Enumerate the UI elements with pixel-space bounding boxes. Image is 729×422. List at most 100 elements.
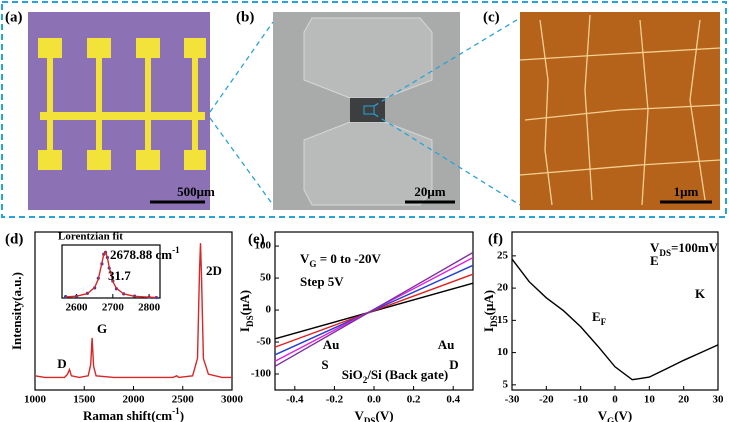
inset-title: Lorentzian fit	[58, 231, 123, 243]
annotation: 2678.88 cm-1	[110, 245, 180, 262]
text-part: DS	[245, 315, 255, 327]
x-tick-label: -0.2	[326, 394, 344, 406]
text-part: G	[607, 416, 614, 422]
x-tick-label: -20	[539, 394, 554, 406]
x-tick-label: 2800	[138, 302, 161, 314]
wrinkles	[519, 14, 721, 206]
x-tick-label: 2700	[102, 302, 125, 314]
zoom-frame	[1, 1, 727, 218]
y-tick-label: 15	[497, 314, 509, 326]
y-tick-label: 25	[497, 249, 509, 261]
y-tick-label: 100	[255, 240, 272, 252]
x-tick-label: -0.4	[286, 394, 304, 406]
x-tick-label: -30	[505, 394, 520, 406]
x-axis-label: VG(V)	[598, 408, 633, 422]
pad	[303, 17, 433, 99]
annotation: Au	[438, 337, 455, 352]
text-part: V	[300, 251, 310, 266]
x-axis-label: VDS(V)	[354, 408, 393, 422]
text-part: -1	[172, 245, 180, 255]
y-tick-label: -100	[251, 368, 272, 380]
annotation: Step 5V	[300, 274, 344, 289]
panel-label: (d)	[5, 231, 23, 247]
x-axis-label: Raman shift(cm-1)	[83, 406, 184, 422]
y-tick-label: 50	[260, 272, 272, 284]
x-tick-label: 0	[612, 394, 618, 406]
annotation: D	[57, 356, 66, 371]
x-tick-label: 0.2	[407, 394, 421, 406]
text-part: (V)	[614, 408, 632, 422]
text-part: DS	[659, 248, 671, 258]
text-part: I	[481, 327, 496, 332]
data-line	[34, 243, 232, 379]
x-tick-label: 20	[678, 394, 690, 406]
annotation: VG = 0 to -20V	[300, 251, 382, 269]
annotation: G	[97, 321, 107, 336]
text-part: )	[180, 408, 184, 422]
scale-label: 1μm	[674, 184, 699, 199]
text-part: F	[601, 317, 607, 327]
text-part: V	[650, 240, 660, 255]
zoom-lines	[209, 17, 521, 206]
data-line	[65, 250, 157, 299]
panel-label: (b)	[236, 9, 254, 25]
text-part: DS	[364, 416, 376, 422]
plot-frame	[511, 231, 719, 391]
scale-label: 500μm	[177, 184, 215, 199]
annotation: S	[321, 357, 328, 372]
x-tick-label: 2500	[172, 394, 195, 406]
text-part: E	[592, 309, 601, 324]
y-tick-label: 20	[497, 282, 509, 294]
pad	[303, 121, 433, 206]
annotation: EF	[592, 309, 607, 327]
panel-label: (f)	[488, 231, 503, 247]
text-part: V	[598, 408, 608, 422]
afm-image	[520, 12, 720, 210]
annotation: SiO2/Si (Back gate)	[342, 367, 448, 385]
y-tick-label: 5	[503, 378, 509, 390]
annotation: D	[449, 357, 458, 372]
text-part: I	[237, 327, 252, 332]
x-tick-label: 1000	[24, 394, 47, 406]
x-tick-label: 0.0	[367, 394, 381, 406]
annotation: VDS=100mV	[650, 240, 719, 258]
x-tick-label: 2600	[66, 302, 89, 314]
text-part: (μA)	[237, 290, 252, 315]
data-line	[511, 258, 719, 381]
text-part: (μA)	[481, 290, 496, 315]
y-axis-label: IDS(μA)	[237, 290, 255, 332]
y-tick-label: 10	[497, 346, 509, 358]
text-part: -1	[172, 406, 180, 416]
channel	[350, 98, 385, 122]
zoom-box	[363, 105, 375, 115]
annotation: 31.7	[108, 268, 131, 283]
x-tick-label: 0.4	[446, 394, 460, 406]
text-part: SiO	[342, 367, 363, 382]
data-line	[274, 251, 474, 367]
text-part: /Si (Back gate)	[366, 367, 448, 382]
annotation: E	[650, 253, 659, 268]
panel-label: (a)	[5, 9, 23, 25]
x-tick-label: 30	[713, 394, 725, 406]
y-tick-label: -50	[256, 336, 271, 348]
annotation: K	[695, 286, 706, 301]
x-tick-label: 2000	[123, 394, 146, 406]
text-part: =100mV	[671, 240, 719, 255]
text-part: 2678.88 cm	[110, 247, 172, 262]
text-part: = 0 to -20V	[316, 251, 381, 266]
text-part: V	[354, 408, 364, 422]
x-tick-label: 3000	[221, 394, 244, 406]
y-tick-label: 0	[266, 304, 272, 316]
panel-label: (e)	[248, 231, 265, 247]
text-part: DS	[489, 315, 499, 327]
text-part: (V)	[375, 408, 393, 422]
scale-label: 20μm	[414, 184, 445, 199]
text-part: Raman shift(cm	[83, 408, 172, 422]
electrodes	[38, 38, 206, 170]
text-part: G	[309, 259, 316, 269]
annotation: 2D	[206, 263, 222, 278]
text-part: 2	[363, 375, 368, 385]
x-tick-label: 1500	[73, 394, 96, 406]
y-axis-label: IDS(μA)	[481, 290, 499, 332]
